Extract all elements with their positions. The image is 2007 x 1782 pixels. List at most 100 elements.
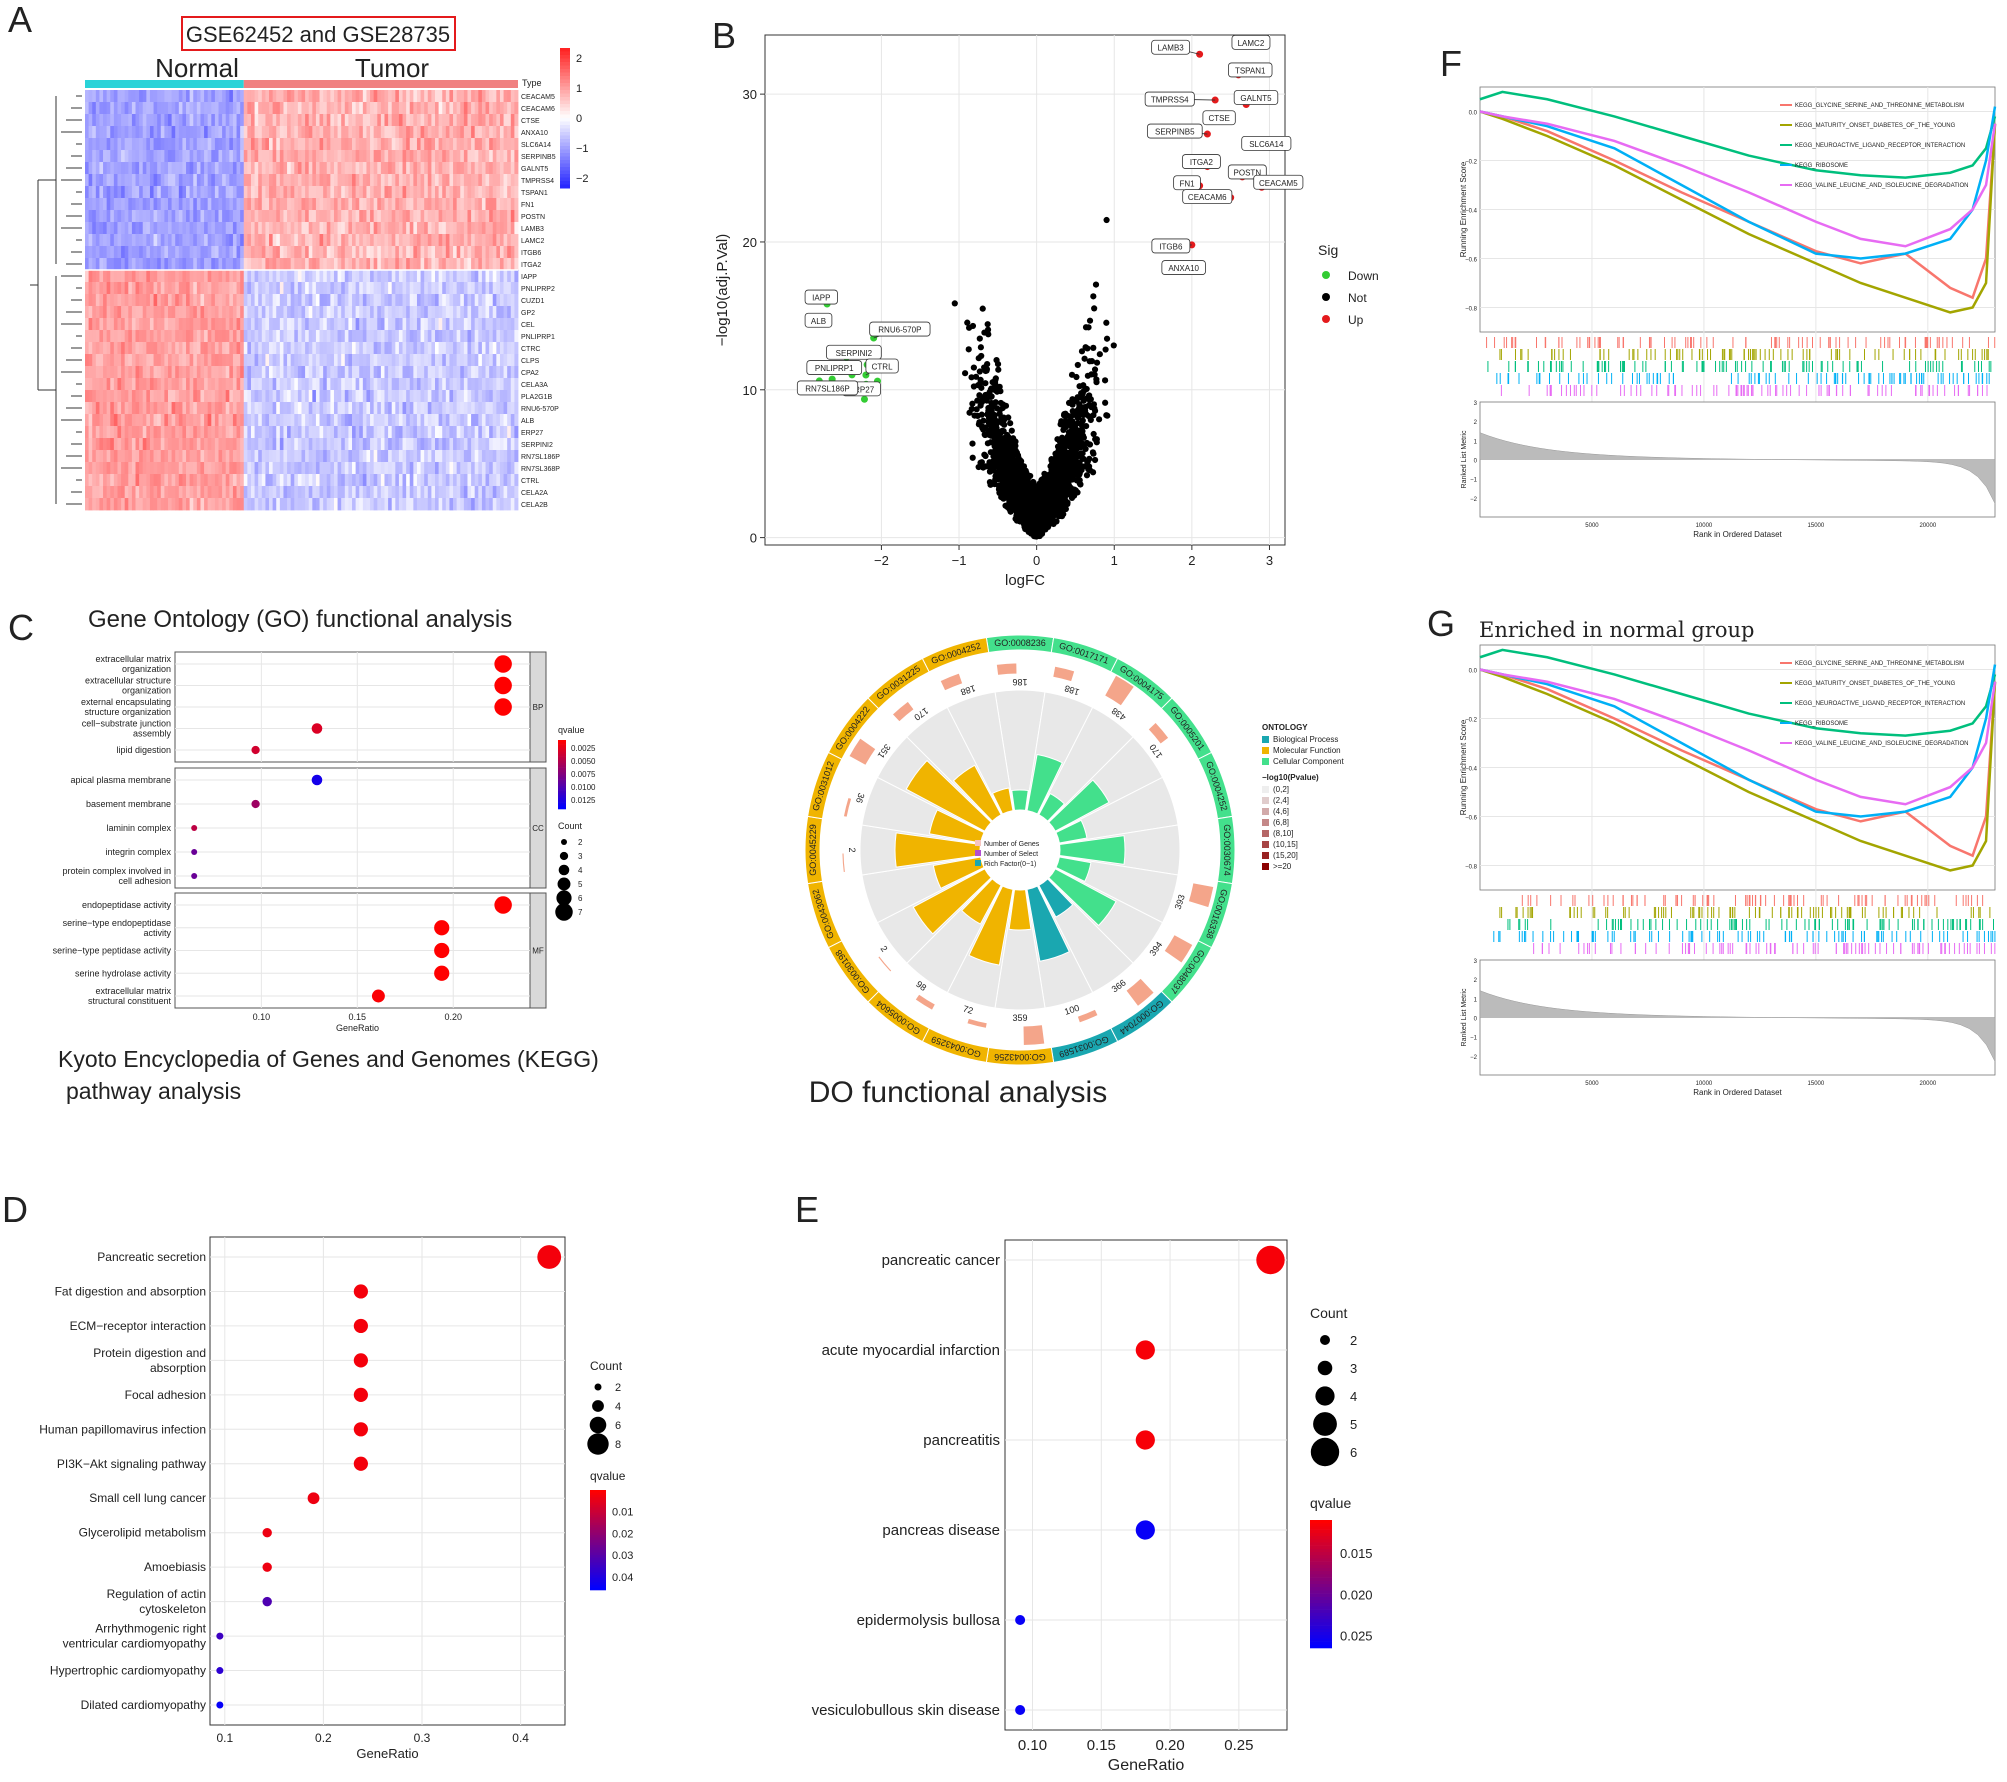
heatmap-cell bbox=[305, 198, 310, 211]
heatmap-cell bbox=[146, 402, 151, 415]
heatmap-cell bbox=[312, 366, 317, 379]
heatmap-cell bbox=[193, 378, 198, 391]
heatmap-cell bbox=[254, 414, 259, 427]
heatmap-cell bbox=[153, 174, 158, 187]
heatmap-cell bbox=[103, 498, 108, 511]
heatmap-cell bbox=[485, 174, 490, 187]
x-tick-label: 0 bbox=[1033, 553, 1040, 568]
heatmap-cell bbox=[507, 450, 512, 463]
heatmap-cell bbox=[131, 414, 136, 427]
heatmap-cell bbox=[236, 270, 241, 283]
heatmap-cell bbox=[344, 234, 349, 247]
colorbar-step bbox=[560, 146, 570, 150]
heatmap-cell bbox=[261, 342, 266, 355]
heatmap-cell bbox=[312, 390, 317, 403]
heatmap-cell bbox=[186, 138, 191, 151]
heatmap-cell bbox=[265, 186, 270, 199]
heatmap-cell bbox=[88, 186, 93, 199]
heatmap-cell bbox=[366, 318, 371, 331]
heatmap-cell bbox=[388, 438, 393, 451]
heatmap-cell bbox=[370, 246, 375, 259]
heatmap-cell bbox=[384, 174, 389, 187]
heatmap-cell bbox=[290, 186, 295, 199]
heatmap-cell bbox=[416, 402, 421, 415]
heatmap-cell bbox=[478, 246, 483, 259]
heatmap-cell bbox=[85, 390, 90, 403]
heatmap-cell bbox=[232, 462, 237, 475]
heatmap-cell bbox=[348, 462, 353, 475]
heatmap-cell bbox=[146, 102, 151, 115]
heatmap-cell bbox=[406, 438, 411, 451]
heatmap-cell bbox=[384, 282, 389, 295]
heatmap-cell bbox=[456, 270, 461, 283]
heatmap-cell bbox=[489, 306, 494, 319]
heatmap-cell bbox=[232, 282, 237, 295]
heatmap-cell bbox=[308, 426, 313, 439]
heatmap-cell bbox=[373, 402, 378, 415]
heatmap-cell bbox=[362, 354, 367, 367]
heatmap-cell bbox=[499, 138, 504, 151]
heatmap-cell bbox=[337, 438, 342, 451]
heatmap-cell bbox=[416, 270, 421, 283]
heatmap-cell bbox=[427, 462, 432, 475]
heatmap-cell bbox=[167, 246, 172, 259]
heatmap-cell bbox=[409, 366, 414, 379]
heatmap-cell bbox=[139, 354, 144, 367]
heatmap-cell bbox=[171, 90, 176, 103]
heatmap-cell bbox=[85, 258, 90, 271]
heatmap-cell bbox=[424, 354, 429, 367]
heatmap-cell bbox=[507, 126, 512, 139]
heatmap-cell bbox=[315, 438, 320, 451]
heatmap-cell bbox=[182, 138, 187, 151]
heatmap-cell bbox=[424, 234, 429, 247]
heatmap-cell bbox=[319, 402, 324, 415]
heatmap-cell bbox=[207, 426, 212, 439]
gene-label: CELA2A bbox=[521, 490, 548, 497]
heatmap-cell bbox=[463, 114, 468, 127]
heatmap-cell bbox=[406, 210, 411, 223]
heatmap-cell bbox=[406, 150, 411, 163]
heatmap-cell bbox=[186, 342, 191, 355]
heatmap-cell bbox=[182, 474, 187, 487]
heatmap-cell bbox=[312, 234, 317, 247]
heatmap-cell bbox=[481, 150, 486, 163]
heatmap-cell bbox=[467, 318, 472, 331]
heatmap-cell bbox=[514, 246, 519, 259]
heatmap-cell bbox=[193, 438, 198, 451]
heatmap-cell bbox=[222, 222, 227, 235]
heatmap-cell bbox=[359, 114, 364, 127]
heatmap-cell bbox=[200, 354, 205, 367]
heatmap-cell bbox=[366, 306, 371, 319]
heatmap-cell bbox=[337, 402, 342, 415]
heatmap-cell bbox=[507, 414, 512, 427]
heatmap-cell bbox=[92, 354, 97, 367]
heatmap-cell bbox=[478, 366, 483, 379]
heatmap-cell bbox=[92, 438, 97, 451]
heatmap-cell bbox=[92, 138, 97, 151]
heatmap-cell bbox=[283, 282, 288, 295]
heatmap-cell bbox=[243, 498, 248, 511]
heatmap-cell bbox=[204, 90, 209, 103]
heatmap-cell bbox=[330, 450, 335, 463]
heatmap-cell bbox=[424, 306, 429, 319]
heatmap-cell bbox=[135, 186, 140, 199]
heatmap-cell bbox=[449, 354, 454, 367]
heatmap-cell bbox=[492, 234, 497, 247]
heatmap-cell bbox=[135, 174, 140, 187]
heatmap-cell bbox=[95, 438, 100, 451]
heatmap-cell bbox=[186, 450, 191, 463]
heatmap-cell bbox=[182, 234, 187, 247]
heatmap-cell bbox=[485, 318, 490, 331]
heatmap-cell bbox=[453, 282, 458, 295]
heatmap-cell bbox=[157, 366, 162, 379]
heatmap-cell bbox=[442, 270, 447, 283]
heatmap-cell bbox=[406, 462, 411, 475]
heatmap-cell bbox=[243, 450, 248, 463]
heatmap-cell bbox=[113, 198, 118, 211]
heatmap-cell bbox=[232, 126, 237, 139]
heatmap-cell bbox=[99, 198, 104, 211]
heatmap-cell bbox=[279, 186, 284, 199]
heatmap-cell bbox=[128, 90, 133, 103]
heatmap-cell bbox=[315, 378, 320, 391]
heatmap-cell bbox=[424, 174, 429, 187]
